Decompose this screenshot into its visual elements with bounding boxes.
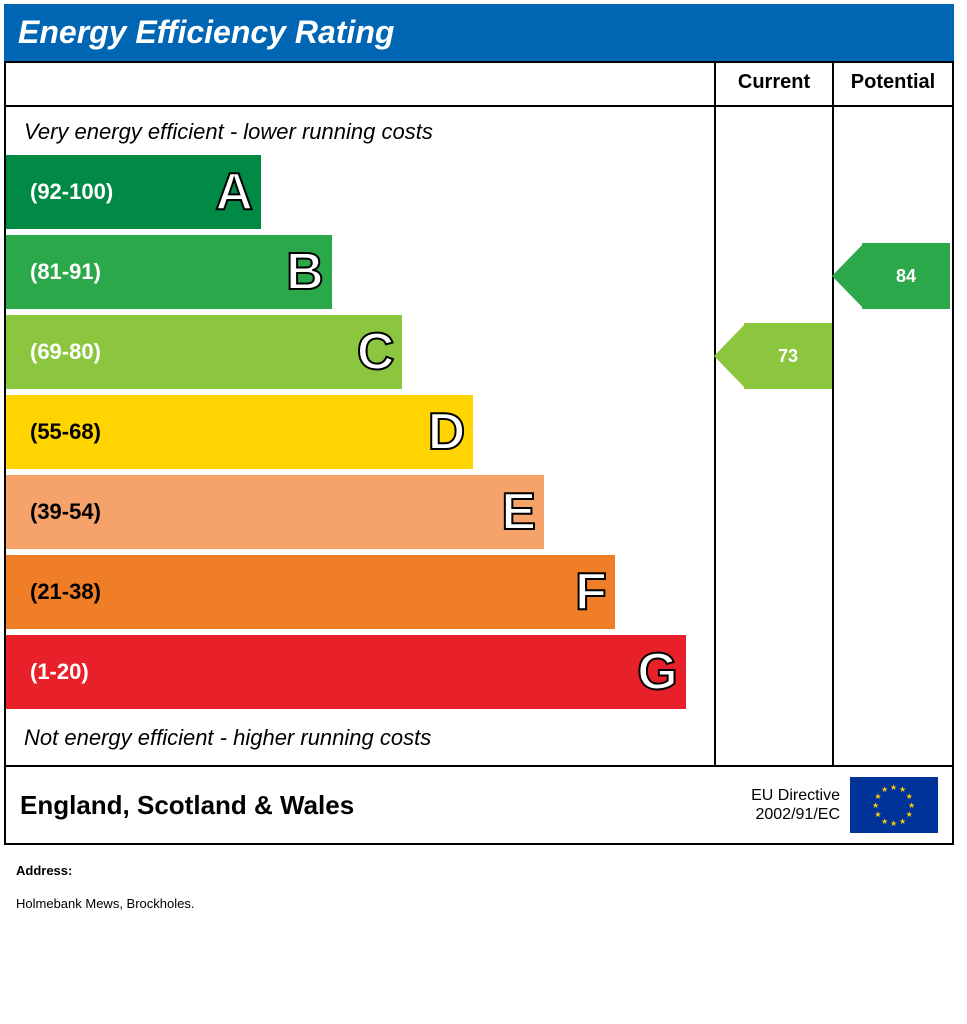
band-range: (81-91) — [30, 259, 101, 285]
band-g: (1-20) G — [6, 635, 714, 709]
eu-star-icon: ★ — [899, 817, 906, 826]
note-bottom: Not energy efficient - higher running co… — [6, 715, 714, 757]
band-letter: F — [575, 562, 607, 622]
directive-line1: EU Directive — [751, 786, 840, 805]
eu-star-icon: ★ — [906, 792, 913, 801]
band-d: (55-68) D — [6, 395, 714, 469]
band-letter: C — [357, 322, 395, 382]
band-e: (39-54) E — [6, 475, 714, 549]
title-bar: Energy Efficiency Rating — [4, 4, 954, 61]
address-block: Address: Holmebank Mews, Brockholes. — [16, 863, 950, 911]
band-letter: A — [215, 162, 253, 222]
band-range: (69-80) — [30, 339, 101, 365]
band-range: (21-38) — [30, 579, 101, 605]
eu-star-icon: ★ — [906, 810, 913, 819]
address-value: Holmebank Mews, Brockholes. — [16, 896, 950, 911]
rating-value-potential: 84 — [862, 243, 950, 309]
band-range: (92-100) — [30, 179, 113, 205]
eu-star-icon: ★ — [874, 810, 881, 819]
note-top: Very energy efficient - lower running co… — [6, 115, 714, 155]
rating-arrow-potential: 84 — [832, 243, 932, 309]
band-bar: (69-80) C — [6, 315, 402, 389]
directive-line2: 2002/91/EC — [751, 805, 840, 824]
col-potential: 84 — [834, 107, 952, 765]
footer-directive: EU Directive 2002/91/EC — [751, 786, 840, 824]
band-range: (55-68) — [30, 419, 101, 445]
band-bar: (1-20) G — [6, 635, 686, 709]
band-bar: (39-54) E — [6, 475, 544, 549]
header-potential: Potential — [834, 63, 952, 105]
band-letter: B — [286, 242, 324, 302]
address-label: Address: — [16, 863, 950, 878]
footer-region: England, Scotland & Wales — [20, 790, 751, 821]
col-current: 73 — [716, 107, 834, 765]
eu-star-icon: ★ — [908, 801, 915, 810]
band-letter: G — [637, 642, 677, 702]
eu-star-icon: ★ — [872, 801, 879, 810]
body-row: Very energy efficient - lower running co… — [6, 107, 952, 765]
chart-frame: Current Potential Very energy efficient … — [4, 61, 954, 845]
rating-arrow-current: 73 — [714, 323, 814, 389]
band-bar: (92-100) A — [6, 155, 261, 229]
band-range: (1-20) — [30, 659, 89, 685]
header-current: Current — [716, 63, 834, 105]
header-row: Current Potential — [6, 63, 952, 107]
eu-flag-icon: ★★★★★★★★★★★★ — [850, 777, 938, 833]
eu-star-icon: ★ — [890, 819, 897, 828]
eu-star-icon: ★ — [881, 817, 888, 826]
eu-star-icon: ★ — [881, 785, 888, 794]
band-a: (92-100) A — [6, 155, 714, 229]
band-bar: (81-91) B — [6, 235, 332, 309]
band-c: (69-80) C — [6, 315, 714, 389]
bands-area: Very energy efficient - lower running co… — [6, 107, 716, 765]
band-f: (21-38) F — [6, 555, 714, 629]
band-bar: (21-38) F — [6, 555, 615, 629]
footer-row: England, Scotland & Wales EU Directive 2… — [6, 765, 952, 843]
band-range: (39-54) — [30, 499, 101, 525]
band-bar: (55-68) D — [6, 395, 473, 469]
band-letter: D — [428, 402, 466, 462]
rating-value-current: 73 — [744, 323, 832, 389]
band-letter: E — [501, 482, 536, 542]
band-b: (81-91) B — [6, 235, 714, 309]
header-blank — [6, 63, 716, 105]
eu-star-icon: ★ — [890, 783, 897, 792]
